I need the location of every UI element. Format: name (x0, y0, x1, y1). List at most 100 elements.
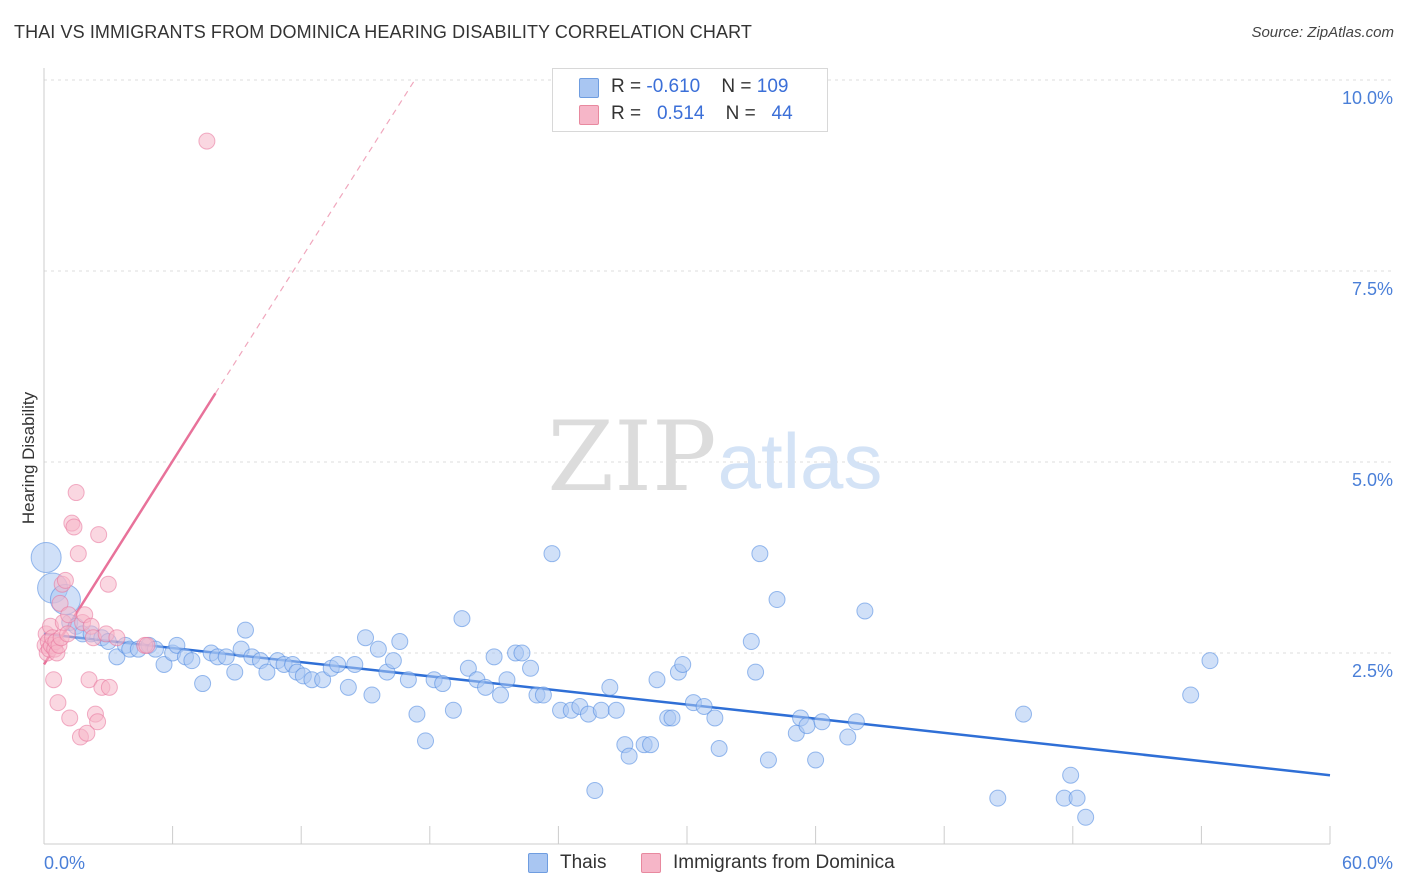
point-thais (363, 686, 381, 704)
point-dominica (108, 629, 126, 647)
point-thais (444, 701, 462, 719)
source-label: Source: ZipAtlas.com (1251, 24, 1394, 41)
point-thais (1015, 705, 1033, 723)
n-label: N = (721, 76, 757, 97)
point-thais (346, 655, 364, 673)
r-value: -0.610 (646, 76, 701, 97)
point-dominica (56, 571, 74, 589)
point-thais (747, 663, 765, 681)
point-thais (768, 591, 786, 609)
point-dominica (60, 606, 78, 624)
point-thais (601, 678, 619, 696)
point-thais (226, 663, 244, 681)
point-thais (534, 686, 552, 704)
point-thais (706, 709, 724, 727)
point-thais (217, 648, 235, 666)
point-thais (498, 671, 516, 689)
point-dominica (78, 724, 96, 742)
point-thais (586, 782, 604, 800)
point-dominica (45, 671, 63, 689)
point-thais (847, 713, 865, 731)
point-thais (543, 545, 561, 563)
point-dominica (80, 671, 98, 689)
point-dominica (61, 709, 79, 727)
point-thais (453, 610, 471, 628)
point-dominica (49, 694, 67, 712)
point-thais (155, 655, 173, 673)
point-thais (751, 545, 769, 563)
point-thais (459, 659, 477, 677)
point-dominica (67, 484, 85, 502)
point-thais (807, 751, 825, 769)
point-thais (384, 652, 402, 670)
legend-swatch-dominica (641, 853, 661, 873)
point-dominica (51, 594, 69, 612)
y-tick-label: 5.0% (1352, 470, 1393, 490)
watermark-zip: ZIP (547, 401, 716, 513)
point-thais (183, 652, 201, 670)
point-thais (168, 636, 186, 654)
point-thais (695, 697, 713, 715)
point-thais (477, 678, 495, 696)
point-thais (408, 705, 426, 723)
point-thais (417, 732, 435, 750)
point-thais (663, 709, 681, 727)
point-thais (642, 736, 660, 754)
point-thais (648, 671, 666, 689)
gridlines (44, 79, 1394, 654)
n-value: 109 (756, 76, 789, 97)
y-axis-label: Hearing Disability (19, 391, 38, 524)
point-thais (434, 675, 452, 693)
point-thais (620, 747, 638, 765)
point-thais (485, 648, 503, 666)
point-thais (258, 663, 276, 681)
point-thais (369, 640, 387, 658)
legend-label-thais: Thais (560, 852, 607, 873)
point-dominica (198, 132, 216, 150)
r-label: R = (611, 76, 647, 97)
point-dominica (100, 678, 118, 696)
point-thais (839, 728, 857, 746)
point-thais (391, 633, 409, 651)
point-thais (674, 655, 692, 673)
point-thais (742, 633, 760, 651)
point-thais (813, 713, 831, 731)
n-label: N = (725, 103, 761, 124)
point-dominica (65, 518, 83, 536)
r-value: 0.514 (656, 103, 705, 124)
chart-title: THAI VS IMMIGRANTS FROM DOMINICA HEARING… (14, 22, 752, 42)
point-thais (1201, 652, 1219, 670)
point-thais (492, 686, 510, 704)
legend-swatch-thais (579, 78, 599, 98)
point-thais (357, 629, 374, 647)
point-thais (607, 701, 625, 719)
point-thais (989, 789, 1007, 807)
point-thais (798, 717, 816, 735)
r-label: R = (611, 103, 647, 124)
axes (43, 68, 1331, 845)
data-points (30, 132, 1219, 826)
point-thais (759, 751, 777, 769)
point-thais (522, 659, 540, 677)
point-thais (329, 655, 347, 673)
point-thais (108, 648, 126, 666)
y-tick-label: 2.5% (1352, 661, 1393, 681)
legend-label-dominica: Immigrants from Dominica (673, 852, 895, 873)
trend-extension-dominica (214, 79, 416, 394)
point-thais (339, 678, 357, 696)
point-dominica (90, 526, 108, 544)
x-tick-label: 0.0% (44, 853, 85, 873)
y-tick-label: 10.0% (1342, 88, 1393, 108)
legend-swatch-dominica (579, 105, 599, 125)
point-thais (399, 671, 417, 689)
point-dominica (59, 625, 77, 643)
point-thais (1182, 686, 1200, 704)
point-dominica (69, 545, 87, 563)
legend-swatch-thais (528, 853, 548, 873)
point-thais (314, 671, 332, 689)
point-thais (710, 740, 728, 757)
point-dominica (99, 575, 117, 593)
tick-labels: 2.5% 5.0% 7.5% 10.0% 0.0% 60.0% (44, 88, 1393, 873)
n-value: 44 (771, 103, 793, 124)
